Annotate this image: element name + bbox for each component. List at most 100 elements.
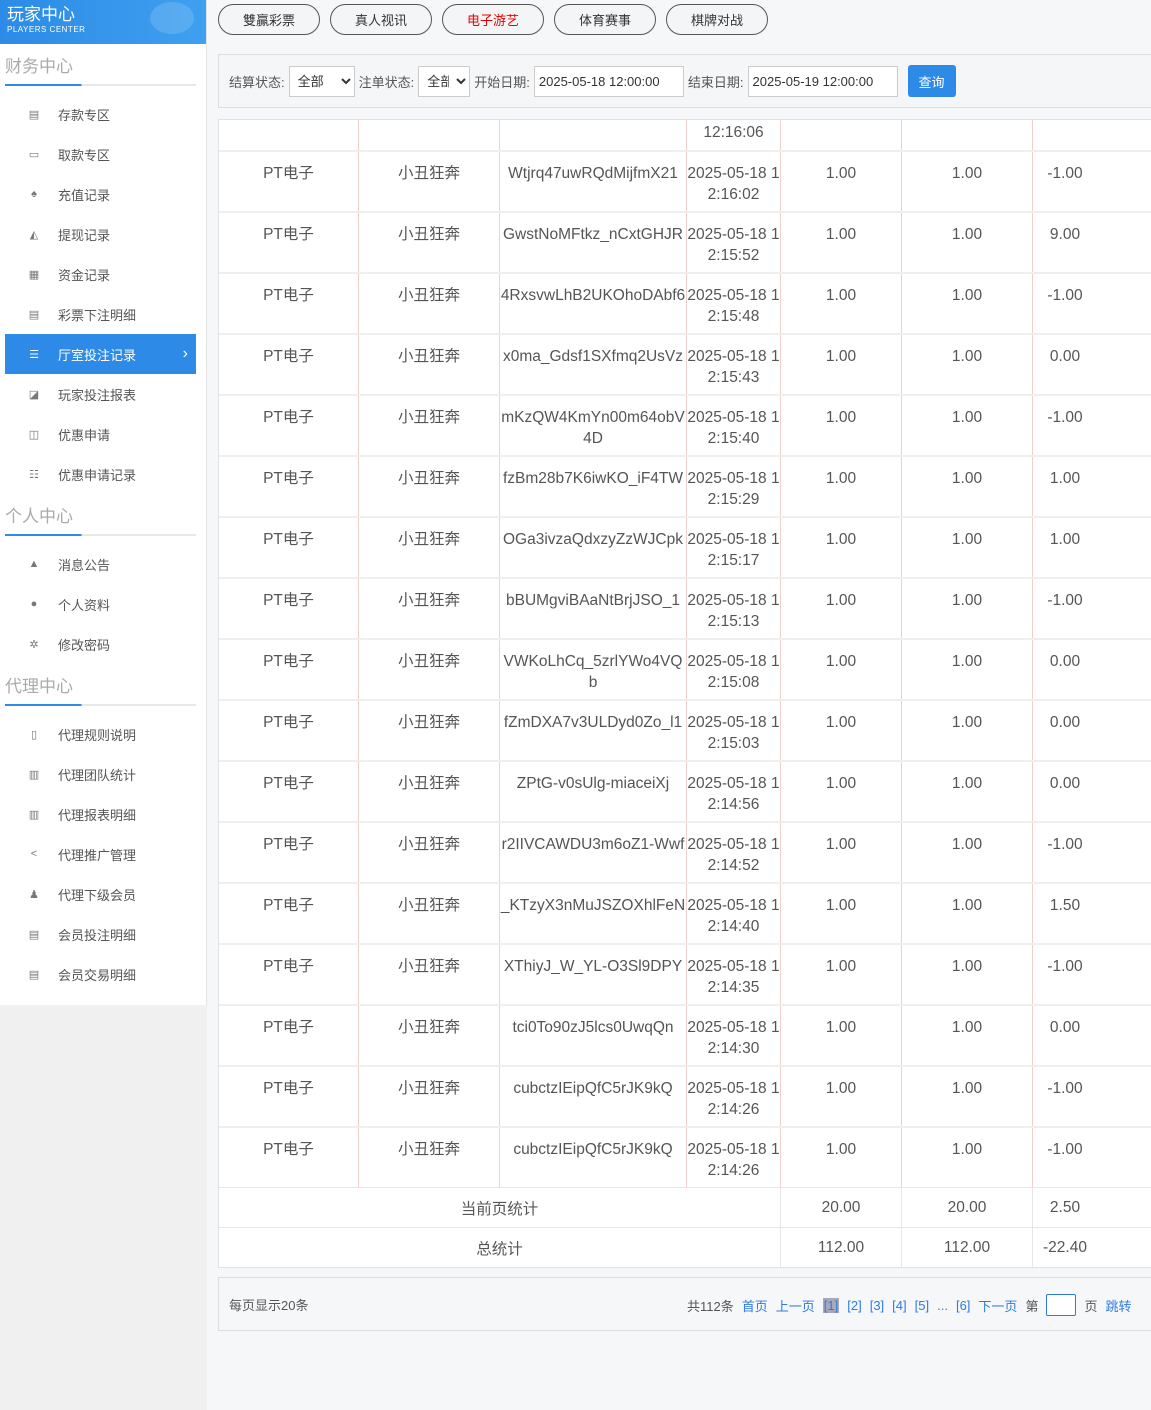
last-page-link[interactable]: [6] (955, 1297, 971, 1313)
bet-id-cell: cubctzIEipQfC5rJK9kQ (500, 1067, 687, 1126)
gift-icon: ◫ (28, 428, 40, 441)
jump-button[interactable]: 跳转 (1105, 1298, 1132, 1314)
tab-game[interactable]: 棋牌对战 (666, 4, 768, 35)
goto-page-input[interactable] (1046, 1294, 1077, 1316)
tab-game[interactable]: 体育赛事 (554, 4, 656, 35)
platform-cell: PT电子 (219, 945, 359, 1004)
sidebar-item[interactable]: ▲ 消息公告 (5, 544, 196, 584)
sidebar-item[interactable]: ♟ 代理下级会员 (5, 874, 196, 914)
prev-page-link[interactable]: 上一页 (775, 1298, 815, 1314)
game-cell: 小丑狂奔 (359, 213, 500, 272)
table-row: PT电子 小丑狂奔 XThiyJ_W_YL-O3Sl9DPY 2025-05-18 1… (219, 943, 1151, 1004)
first-page-link[interactable]: 首页 (741, 1298, 768, 1314)
game-cell: 小丑狂奔 (359, 335, 500, 394)
query-button[interactable]: 查询 (907, 65, 956, 97)
win-loss-cell: -1.00 (1047, 1141, 1083, 1158)
page-link[interactable]: [2] (847, 1297, 862, 1313)
sidebar-item-label: 会员投注明细 (58, 927, 137, 943)
bet-amount-cell: 1.00 (781, 762, 902, 821)
ellipsis: ... (937, 1297, 948, 1313)
time-cell: 2025-05-18 12:15:43 (687, 335, 781, 394)
list-icon: ▤ (28, 308, 40, 321)
time-cell: 2025-05-18 12:15:03 (687, 701, 781, 760)
table-row: PT电子 小丑狂奔 cubctzIEipQfC5rJK9kQ 2025-05-18 1… (219, 1126, 1151, 1187)
sidebar-item[interactable]: ▭ 取款专区 (5, 134, 196, 174)
page-link[interactable]: [5] (914, 1297, 930, 1313)
sidebar-item[interactable]: ▥ 代理报表明细 (5, 794, 196, 834)
table-row: PT电子 小丑狂奔 fzBm28b7K6iwKO_iF4TW 2025-05-18 1… (219, 455, 1151, 516)
time-cell: 2025-05-18 12:14:52 (687, 823, 781, 882)
sidebar-item[interactable]: ☰ 厅室投注记录 (5, 334, 196, 374)
sidebar: 玩家中心 PLAYERS CENTER 财务中心 ▤ 存款专区 ▭ 取款专区 ♠ 充值记录 ◭… (0, 0, 207, 1410)
start-date-input[interactable] (533, 65, 684, 97)
bet-id-cell: ZPtG-v0sUlg-miaceiXj (500, 762, 687, 821)
game-cell: 小丑狂奔 (359, 457, 500, 516)
sidebar-item[interactable]: ✲ 修改密码 (5, 624, 196, 664)
sidebar-item-label: 代理下级会员 (58, 887, 137, 903)
platform-cell: PT电子 (219, 1128, 359, 1187)
settle-status-select[interactable]: 全部 (288, 65, 355, 97)
win-loss-cell: -1.00 (1047, 958, 1083, 975)
menu-list: ▤ 存款专区 ▭ 取款专区 ♠ 充值记录 ◭ 提现记录 ▦ 资金记录 ▤ 彩票下注明细 ☰ 厅室投注记录 ◪… (0, 80, 206, 494)
tab-game[interactable]: 雙贏彩票 (218, 4, 320, 35)
sidebar-item-label: 玩家投注报表 (58, 387, 137, 403)
order-status-select[interactable]: 全部 (418, 65, 471, 97)
logo-subtitle: PLAYERS CENTER (7, 25, 86, 34)
time-cell: 2025-05-18 12:15:29 (687, 457, 781, 516)
sidebar-item[interactable]: ▤ 存款专区 (5, 94, 196, 134)
sidebar-item[interactable]: ◪ 玩家投注报表 (5, 374, 196, 414)
tab-game[interactable]: 真人视讯 (330, 4, 432, 35)
bet-amount-cell: 1.00 (781, 396, 902, 455)
bet-id-cell: mKzQW4KmYn00m64obV4D (500, 396, 687, 455)
bet-amount-cell: 1.00 (781, 518, 902, 577)
sidebar-item-label: 代理报表明细 (58, 807, 137, 823)
sidebar-item[interactable]: ◭ 提现记录 (5, 214, 196, 254)
next-page-link[interactable]: 下一页 (978, 1298, 1018, 1314)
time-cell: 2025-05-18 12:14:35 (687, 945, 781, 1004)
time-cell: 2025-05-18 12:15:17 (687, 518, 781, 577)
sidebar-item[interactable]: ◫ 优惠申请 (5, 414, 196, 454)
page-link[interactable]: [3] (869, 1297, 885, 1313)
section-title: 财务中心 (0, 44, 206, 86)
bet-id-cell: r2IIVCAWDU3m6oZ1-Wwf (500, 823, 687, 882)
time-cell: 2025-05-18 12:15:48 (687, 274, 781, 333)
bet-id-cell: 4RxsvwLhB2UKOhoDAbf6 (500, 274, 687, 333)
sidebar-item[interactable]: ▤ 会员投注明细 (5, 914, 196, 954)
page-link-current[interactable]: [1] (822, 1297, 840, 1313)
platform-cell: PT电子 (219, 152, 359, 211)
start-date-label: 开始日期: (474, 74, 530, 90)
logo: 玩家中心 PLAYERS CENTER (0, 0, 206, 44)
valid-amount-cell: 1.00 (902, 701, 1033, 760)
end-date-input[interactable] (747, 65, 898, 97)
bet-amount-cell: 1.00 (781, 274, 902, 333)
sidebar-item[interactable]: ● 个人资料 (5, 584, 196, 624)
table-row: PT电子 小丑狂奔 OGa3ivzaQdxzyZzWJCpk 2025-05-18 1… (219, 516, 1151, 577)
table-row: PT电子 小丑狂奔 x0ma_Gdsf1SXfmq2UsVz 2025-05-18 1… (219, 333, 1151, 394)
sidebar-item[interactable]: < 代理推广管理 (5, 834, 196, 874)
bet-id-cell: GwstNoMFtkz_nCxtGHJR (500, 213, 687, 272)
table-row: PT电子 小丑狂奔 Wtjrq47uwRQdMijfmX21 2025-05-18 1… (219, 150, 1151, 211)
sidebar-item[interactable]: ▦ 资金记录 (5, 254, 196, 294)
table-row: PT电子 小丑狂奔 cubctzIEipQfC5rJK9kQ 2025-05-18 1… (219, 1065, 1151, 1126)
sidebar-item[interactable]: ▤ 会员交易明细 (5, 954, 196, 994)
bet-amount-cell: 1.00 (781, 579, 902, 638)
win-loss-cell: 0.00 (1049, 714, 1081, 731)
sidebar-item[interactable]: ♠ 充值记录 (5, 174, 196, 214)
page-link[interactable]: [4] (892, 1297, 907, 1313)
platform-cell: PT电子 (219, 274, 359, 333)
platform-cell: PT电子 (219, 640, 359, 699)
goto-prefix: 第 (1025, 1298, 1039, 1314)
platform-cell: PT电子 (219, 579, 359, 638)
sidebar-item[interactable]: ▯ 代理规则说明 (5, 714, 196, 754)
sidebar-item[interactable]: ▥ 代理团队统计 (5, 754, 196, 794)
valid-amount-cell: 1.00 (902, 823, 1033, 882)
game-cell: 小丑狂奔 (359, 396, 500, 455)
tab-game[interactable]: 电子游艺 (442, 4, 544, 35)
sidebar-item[interactable]: ☷ 优惠申请记录 (5, 454, 196, 494)
win-loss-cell: 0.00 (1049, 348, 1081, 365)
win-loss-cell: 0.00 (1049, 1019, 1081, 1036)
platform-cell: PT电子 (219, 884, 359, 943)
sidebar-item[interactable]: ▤ 彩票下注明细 (5, 294, 196, 334)
bet-id-cell: x0ma_Gdsf1SXfmq2UsVz (500, 335, 687, 394)
bet-id-cell: OGa3ivzaQdxzyZzWJCpk (500, 518, 687, 577)
